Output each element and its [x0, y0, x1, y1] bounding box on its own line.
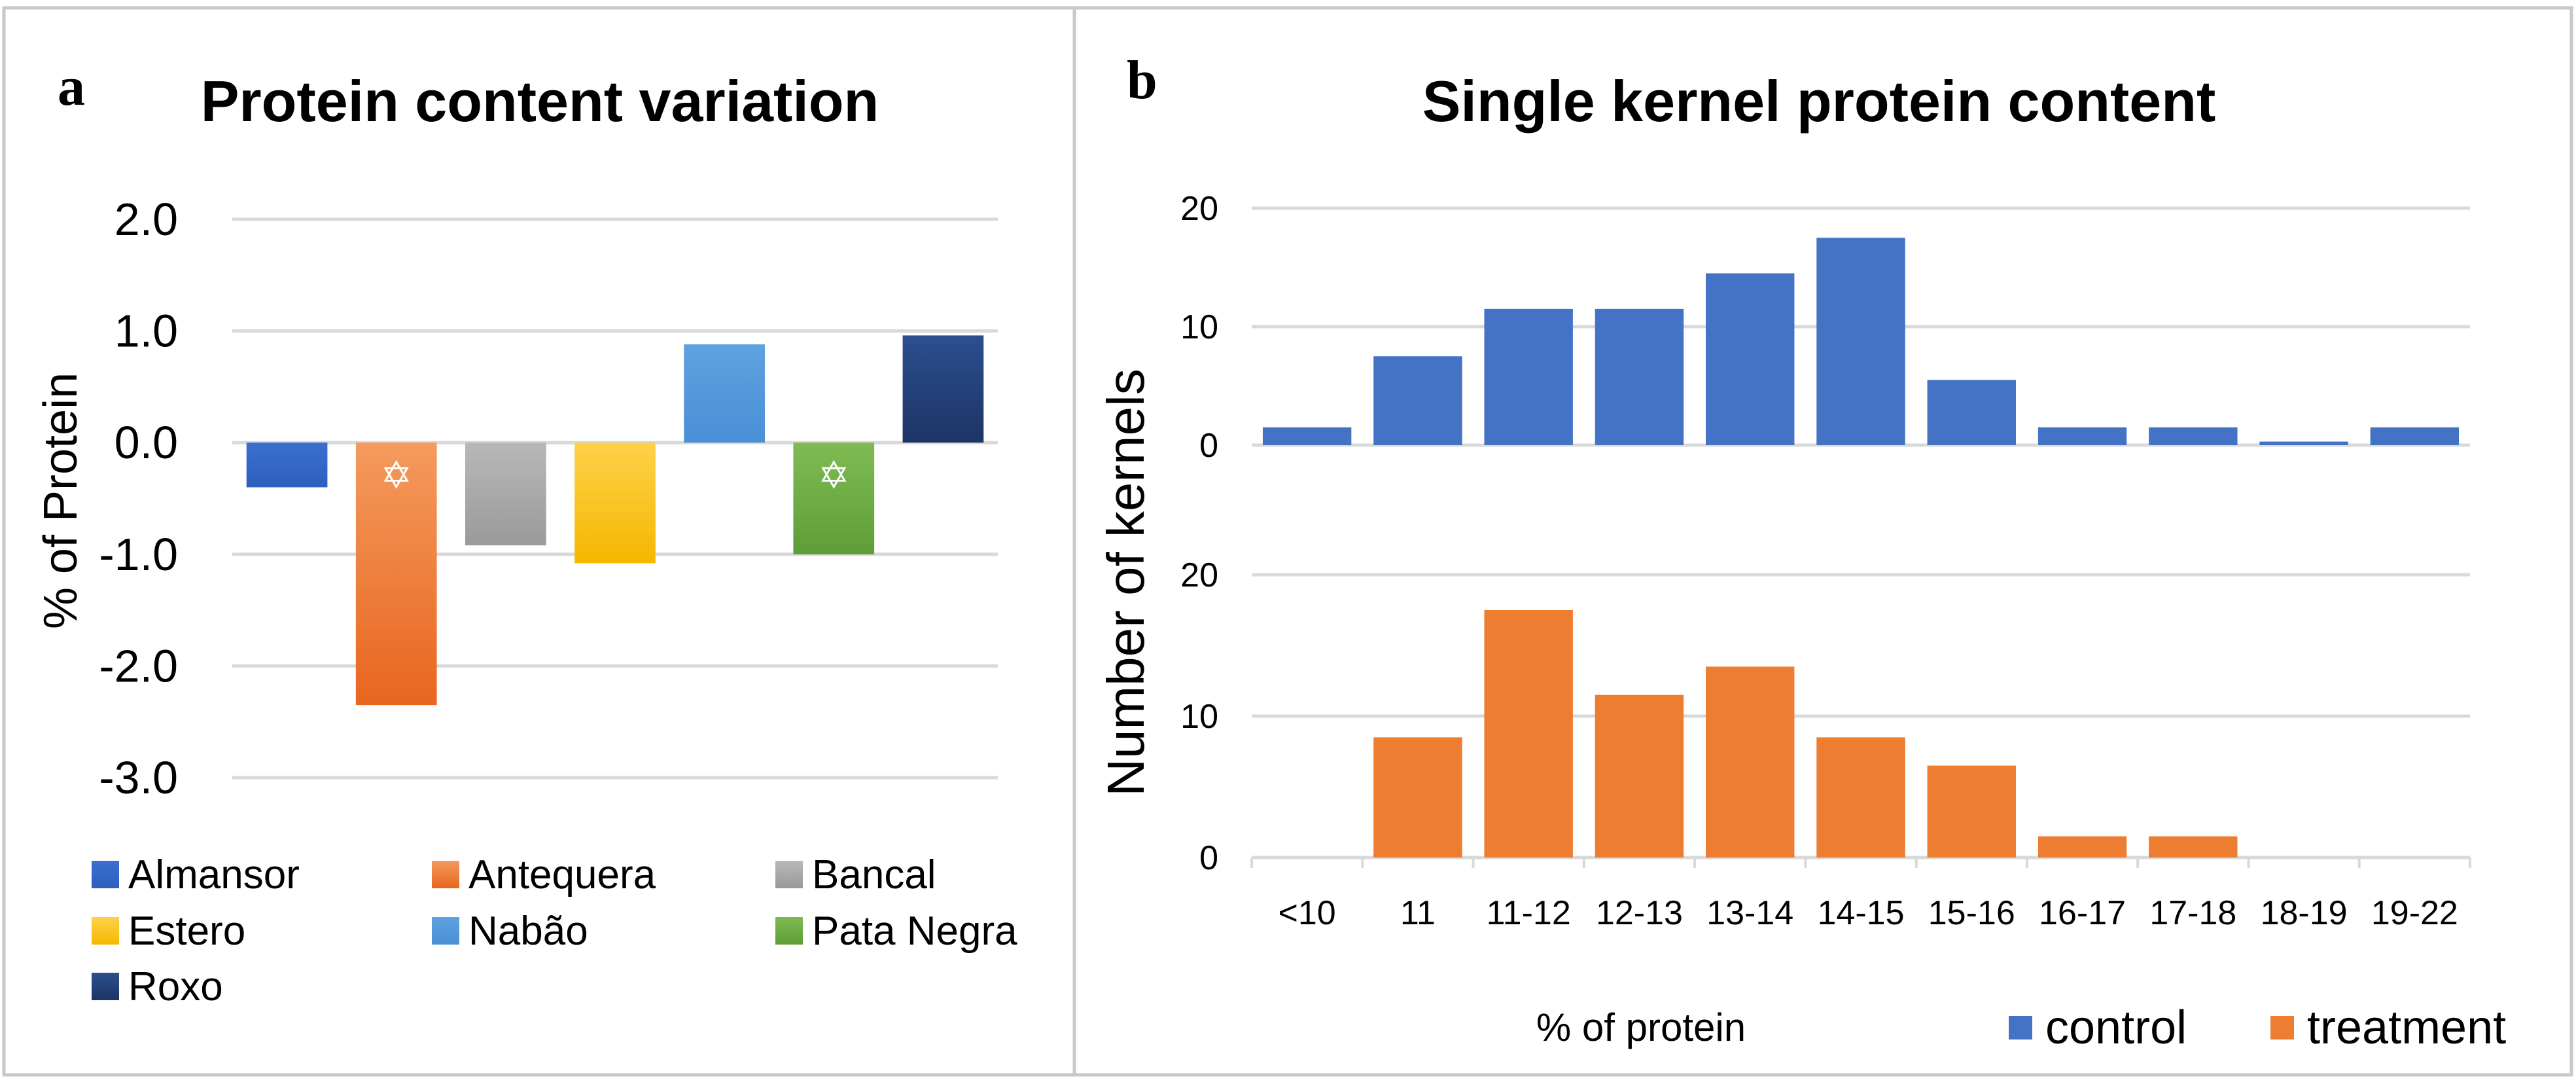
x-tick-label: 16-17 [2039, 894, 2126, 932]
legend-label-treatment: treatment [2307, 1002, 2506, 1054]
bar-control-10 [1262, 427, 1352, 445]
legend-label-nab-o: Nabão [468, 909, 588, 954]
bar-nab-o [684, 344, 765, 443]
x-tick-label: 11-12 [1487, 894, 1571, 932]
y-tick-label: 1.0 [115, 306, 178, 357]
panel-a-legend: Almansor Antequera Bancal Estero Nabão Pata N… [92, 852, 1017, 1009]
bar-control-14-15 [1816, 238, 1905, 445]
bar-control-13-14 [1706, 273, 1795, 445]
legend-swatch-control [2009, 1016, 2032, 1039]
x-tick-label: 14-15 [1818, 894, 1905, 932]
panel-b-title: Single kernel protein content [1422, 69, 2216, 134]
bar-almansor [246, 443, 328, 488]
panel-a-y-axis-label: % of Protein [35, 372, 87, 629]
legend-swatch-nab-o [432, 917, 459, 945]
bar-treatment-16-17 [2038, 836, 2127, 858]
panel-a-title: Protein content variation [201, 69, 879, 134]
x-tick-label: 18-19 [2261, 894, 2348, 932]
bar-treatment-14-15 [1816, 737, 1905, 858]
panel-b-legend: control treatment [2009, 1002, 2506, 1054]
x-tick-label: 11 [1400, 894, 1436, 932]
bar-control-12-13 [1595, 308, 1684, 445]
panel-a-letter: a [58, 56, 85, 117]
legend-label-control: control [2045, 1002, 2187, 1054]
y-tick-label: 20 [1180, 556, 1218, 594]
panel-b-frame [1072, 6, 2573, 1077]
legend-label-almansor: Almansor [128, 852, 300, 897]
panel-a-y-ticks: 2.0 1.0 0.0 -1.0 -2.0 -3.0 [99, 194, 178, 803]
bar-bancal [465, 443, 546, 546]
legend-swatch-estero [92, 917, 119, 945]
bar-control-11-12 [1484, 308, 1573, 445]
bar-control-11 [1373, 356, 1462, 445]
y-tick-label: 10 [1180, 698, 1218, 736]
legend-label-bancal: Bancal [812, 852, 936, 897]
bar-treatment-12-13 [1595, 695, 1684, 858]
y-tick-label: 0.0 [115, 417, 178, 468]
legend-swatch-pata-negra [775, 917, 803, 945]
y-tick-label: 2.0 [115, 194, 178, 245]
panel-a-bars: ✡ ✡ [246, 335, 984, 706]
significance-star-icon: ✡ [818, 454, 850, 497]
significance-star-icon: ✡ [380, 454, 412, 497]
bar-control-15-16 [1927, 380, 2016, 445]
bar-control-19-22 [2370, 427, 2460, 445]
panel-b-x-axis-label: % of protein [1536, 1005, 1746, 1049]
legend-label-estero: Estero [128, 909, 245, 954]
y-tick-label: 0 [1199, 839, 1218, 877]
legend-swatch-almansor [92, 861, 119, 888]
x-tick-label: 15-16 [1928, 894, 2015, 932]
legend-label-pata-negra: Pata Negra [812, 909, 1017, 954]
legend-label-antequera: Antequera [468, 852, 656, 897]
bar-treatment-13-14 [1706, 666, 1795, 858]
bar-treatment-15-16 [1927, 765, 2016, 858]
bar-control-16-17 [2038, 427, 2127, 445]
y-tick-label: -1.0 [99, 529, 178, 580]
bar-roxo [902, 335, 984, 443]
bar-treatment-11-12 [1484, 610, 1573, 858]
legend-swatch-roxo [92, 973, 119, 1000]
x-tick-label: 17-18 [2149, 894, 2236, 932]
bar-estero [574, 443, 656, 564]
bar-treatment-17-18 [2149, 836, 2238, 858]
panel-b-bars [1262, 238, 2460, 858]
y-tick-label: 10 [1180, 308, 1218, 346]
legend-swatch-antequera [432, 861, 459, 888]
x-tick-label: 12-13 [1596, 894, 1683, 932]
panel-b-y-axis-label: Number of kernels [1097, 369, 1155, 797]
panel-b-y-ticks: 20 10 0 20 10 0 [1180, 190, 1218, 877]
x-tick-label: 19-22 [2371, 894, 2458, 932]
panel-b-letter: b [1127, 50, 1157, 111]
x-tick-label: 13-14 [1706, 894, 1793, 932]
bar-pata-negra [793, 443, 875, 554]
bar-treatment-11 [1373, 737, 1462, 858]
y-tick-label: -3.0 [99, 752, 178, 803]
legend-swatch-treatment [2270, 1016, 2294, 1039]
bar-control-18-19 [2259, 441, 2348, 445]
y-tick-label: 20 [1180, 190, 1218, 228]
legend-label-roxo: Roxo [128, 964, 223, 1009]
panel-b-x-ticks: <10 11 11-12 12-13 13-14 14-15 15-16 16-17 17-18… [1279, 894, 2458, 932]
bar-control-17-18 [2149, 427, 2238, 445]
legend-swatch-bancal [775, 861, 803, 888]
y-tick-label: -2.0 [99, 640, 178, 691]
x-tick-label: <10 [1279, 894, 1336, 932]
y-tick-label: 0 [1199, 427, 1218, 465]
bar-antequera [355, 443, 437, 706]
